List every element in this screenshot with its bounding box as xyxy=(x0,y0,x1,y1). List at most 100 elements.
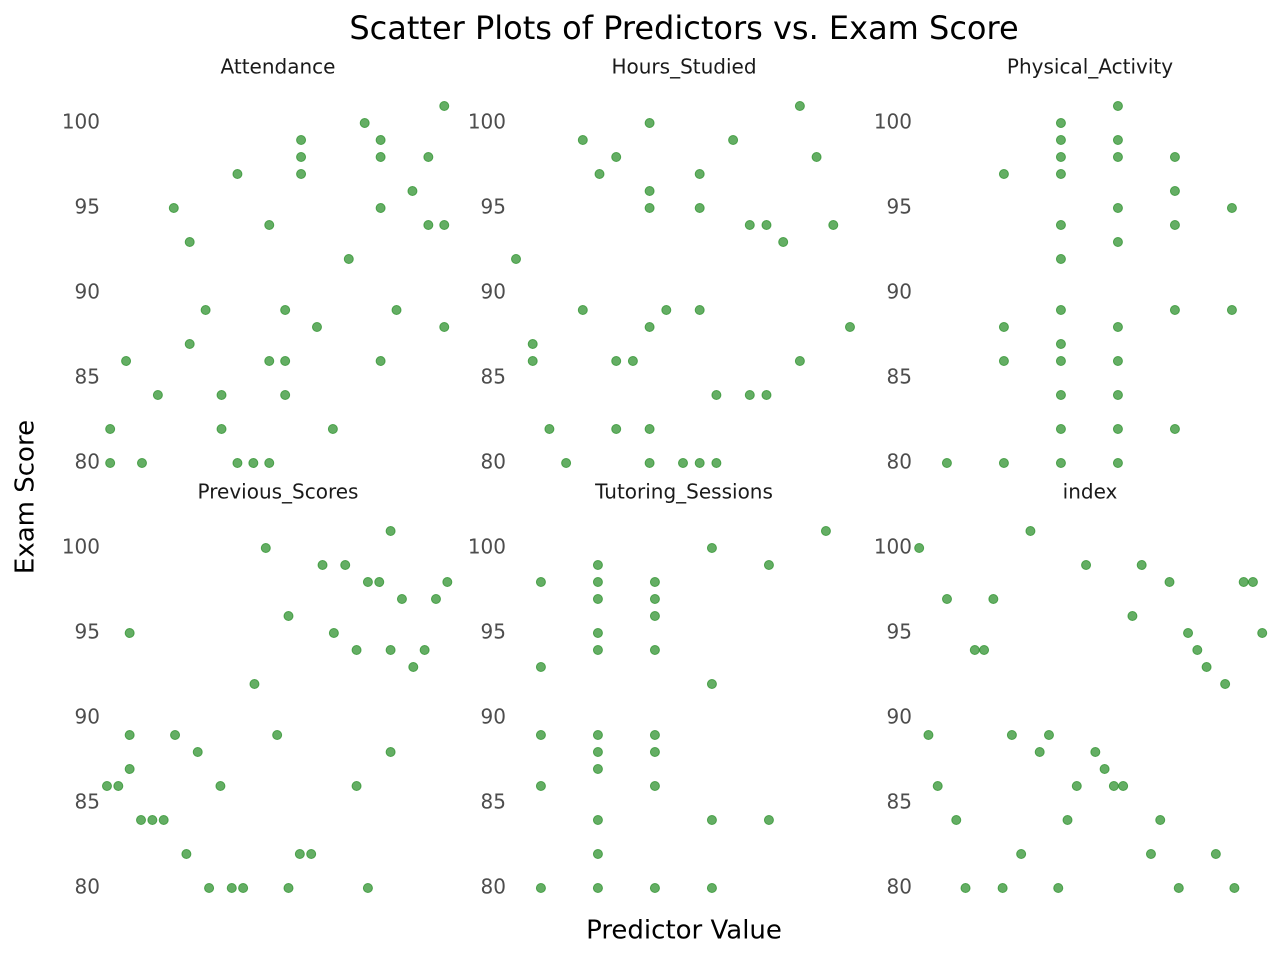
point xyxy=(577,135,588,145)
point xyxy=(694,169,705,179)
point xyxy=(375,135,386,145)
y-tick-label: 100 xyxy=(62,110,100,134)
point xyxy=(1099,764,1110,774)
point xyxy=(914,543,925,553)
point xyxy=(592,628,603,638)
point xyxy=(124,764,135,774)
point xyxy=(794,356,805,366)
point xyxy=(960,883,971,893)
point xyxy=(181,849,192,859)
y-tick-label: 100 xyxy=(468,535,506,559)
point xyxy=(535,662,546,672)
point xyxy=(661,305,672,315)
y-tick-label: 85 xyxy=(481,365,506,389)
point xyxy=(1226,305,1237,315)
point xyxy=(359,118,370,128)
point xyxy=(728,135,739,145)
point xyxy=(1112,152,1123,162)
point xyxy=(611,356,622,366)
point xyxy=(649,883,660,893)
point xyxy=(121,356,132,366)
point xyxy=(644,186,655,196)
point xyxy=(283,883,294,893)
point xyxy=(238,883,249,893)
point xyxy=(396,594,407,604)
point xyxy=(592,645,603,655)
facet-title: Tutoring_Sessions xyxy=(594,480,773,504)
y-tick-label: 80 xyxy=(481,450,506,474)
point xyxy=(1055,169,1066,179)
point xyxy=(1127,611,1138,621)
point xyxy=(351,645,362,655)
point xyxy=(828,220,839,230)
point xyxy=(577,305,588,315)
point xyxy=(1053,883,1064,893)
point xyxy=(311,322,322,332)
point xyxy=(124,628,135,638)
point xyxy=(644,458,655,468)
point xyxy=(1055,305,1066,315)
y-tick-label: 85 xyxy=(887,365,912,389)
point xyxy=(192,747,203,757)
point xyxy=(113,781,124,791)
point xyxy=(694,203,705,213)
point xyxy=(951,815,962,825)
point xyxy=(215,781,226,791)
point xyxy=(706,815,717,825)
point xyxy=(375,203,386,213)
point xyxy=(296,152,307,162)
point xyxy=(1210,849,1221,859)
point xyxy=(226,883,237,893)
point xyxy=(592,849,603,859)
point xyxy=(611,152,622,162)
point xyxy=(317,560,328,570)
point xyxy=(744,220,755,230)
point xyxy=(375,152,386,162)
point xyxy=(423,152,434,162)
point xyxy=(1112,135,1123,145)
point xyxy=(1238,577,1249,587)
point xyxy=(362,883,373,893)
point xyxy=(1229,883,1240,893)
point xyxy=(744,390,755,400)
point xyxy=(296,135,307,145)
facet-title: index xyxy=(1063,480,1118,504)
point xyxy=(998,356,1009,366)
point xyxy=(998,169,1009,179)
point xyxy=(294,849,305,859)
y-tick-label: 85 xyxy=(75,365,100,389)
point xyxy=(439,322,450,332)
point xyxy=(1055,356,1066,366)
point xyxy=(1055,390,1066,400)
point xyxy=(283,611,294,621)
point xyxy=(105,458,116,468)
point xyxy=(375,356,386,366)
point xyxy=(216,390,227,400)
point xyxy=(649,645,660,655)
point xyxy=(544,424,555,434)
point xyxy=(248,458,259,468)
point xyxy=(419,645,430,655)
point xyxy=(592,747,603,757)
y-axis-label: Exam Score xyxy=(11,420,41,574)
point xyxy=(306,849,317,859)
point xyxy=(535,730,546,740)
point xyxy=(1055,254,1066,264)
point xyxy=(351,781,362,791)
y-tick-label: 95 xyxy=(481,620,506,644)
y-tick-label: 100 xyxy=(62,535,100,559)
point xyxy=(706,543,717,553)
y-tick-label: 80 xyxy=(75,875,100,899)
point xyxy=(923,730,934,740)
point xyxy=(535,577,546,587)
point xyxy=(706,883,717,893)
point xyxy=(988,594,999,604)
point xyxy=(1136,560,1147,570)
point xyxy=(1055,220,1066,230)
point xyxy=(644,322,655,332)
point xyxy=(170,730,181,740)
point xyxy=(611,424,622,434)
point xyxy=(649,747,660,757)
point xyxy=(204,883,215,893)
point xyxy=(280,305,291,315)
